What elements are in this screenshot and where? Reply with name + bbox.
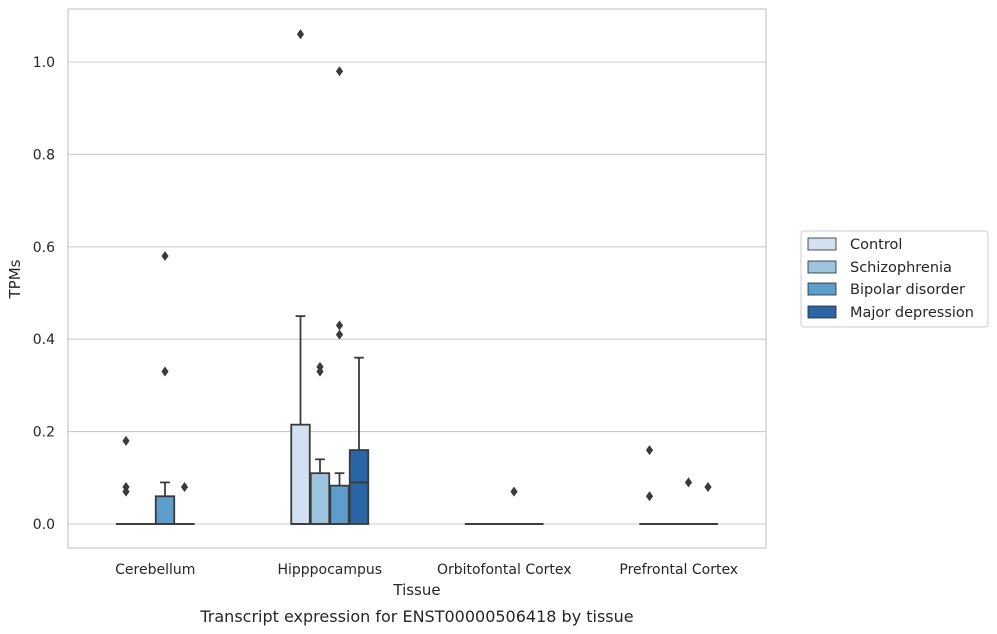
box-3-3 — [697, 482, 719, 525]
legend-frame — [800, 230, 989, 328]
outlier-point — [180, 482, 189, 493]
legend-entry-bipolar-disorder: Bipolar disorder — [807, 282, 965, 298]
y-tick-label: 0.0 — [33, 517, 55, 533]
outlier-point — [316, 366, 324, 377]
outlier-point — [335, 329, 344, 340]
grid-lines — [68, 61, 766, 525]
plot-frame — [67, 8, 767, 549]
y-tick-label: 1.0 — [33, 55, 55, 71]
outlier-point — [510, 486, 518, 497]
y-axis-ticks: 0.0 0.2 0.4 0.6 0.8 1.0 — [33, 55, 55, 533]
box-3-2 — [678, 477, 699, 525]
chart-caption: Transcript expression for ENST0000050641… — [199, 607, 633, 626]
box-1-1 — [309, 361, 331, 525]
y-tick-label: 0.6 — [33, 240, 55, 256]
outlier-point — [122, 486, 130, 497]
box-3-0 — [639, 445, 660, 525]
legend-swatch-control — [807, 237, 837, 251]
box-0-2 — [154, 251, 176, 525]
legend-label-bipolar-disorder: Bipolar disorder — [850, 282, 965, 298]
box-body — [154, 495, 176, 525]
outlier-point — [161, 366, 169, 377]
legend-swatch-schizophrenia — [807, 260, 837, 274]
legend-swatch-major-depression — [807, 305, 837, 319]
legend-entry-control: Control — [807, 237, 902, 253]
legend-swatch-bipolar-disorder — [807, 282, 837, 296]
box-body — [309, 472, 331, 525]
box-body — [348, 449, 370, 525]
x-axis-label: Tissue — [392, 581, 440, 599]
legend-entry-schizophrenia: Schizophrenia — [807, 260, 952, 276]
y-tick-label: 0.4 — [33, 332, 55, 348]
legend-label-control: Control — [850, 237, 902, 253]
plot-marks — [115, 29, 719, 525]
outlier-point — [296, 29, 305, 40]
box-1-0 — [290, 29, 311, 525]
outlier-point — [704, 482, 712, 493]
outlier-point — [335, 66, 344, 77]
y-tick-label: 0.2 — [33, 425, 55, 441]
y-axis-label: TPMs — [6, 259, 24, 299]
x-tick-label: Prefrontal Cortex — [619, 562, 738, 578]
outlier-point — [122, 435, 130, 446]
x-tick-label: Cerebellum — [115, 562, 195, 578]
outlier-point — [645, 491, 654, 502]
box-body — [329, 484, 350, 525]
legend-label-major-depression: Major depression — [850, 305, 974, 321]
x-tick-label: Orbitofontal Cortex — [437, 562, 572, 578]
y-tick-label: 0.8 — [33, 147, 55, 163]
legend-label-schizophrenia: Schizophrenia — [850, 260, 952, 276]
x-tick-label: Hipppocampus — [277, 562, 382, 578]
box-body — [290, 423, 311, 525]
box-1-3 — [348, 356, 370, 525]
box-0-3 — [174, 482, 195, 525]
legend: Control Schizophrenia Bipolar disorder M… — [800, 230, 989, 328]
outlier-point — [684, 477, 693, 488]
legend-entry-major-depression: Major depression — [807, 305, 974, 321]
x-axis-ticks: Cerebellum Hipppocampus Orbitofontal Corte… — [115, 562, 738, 578]
outlier-point — [335, 320, 344, 331]
box-2-2 — [503, 486, 525, 525]
box-0-0 — [115, 435, 137, 525]
outlier-point — [645, 445, 654, 456]
box-1-2 — [329, 66, 350, 525]
outlier-point — [161, 251, 169, 262]
